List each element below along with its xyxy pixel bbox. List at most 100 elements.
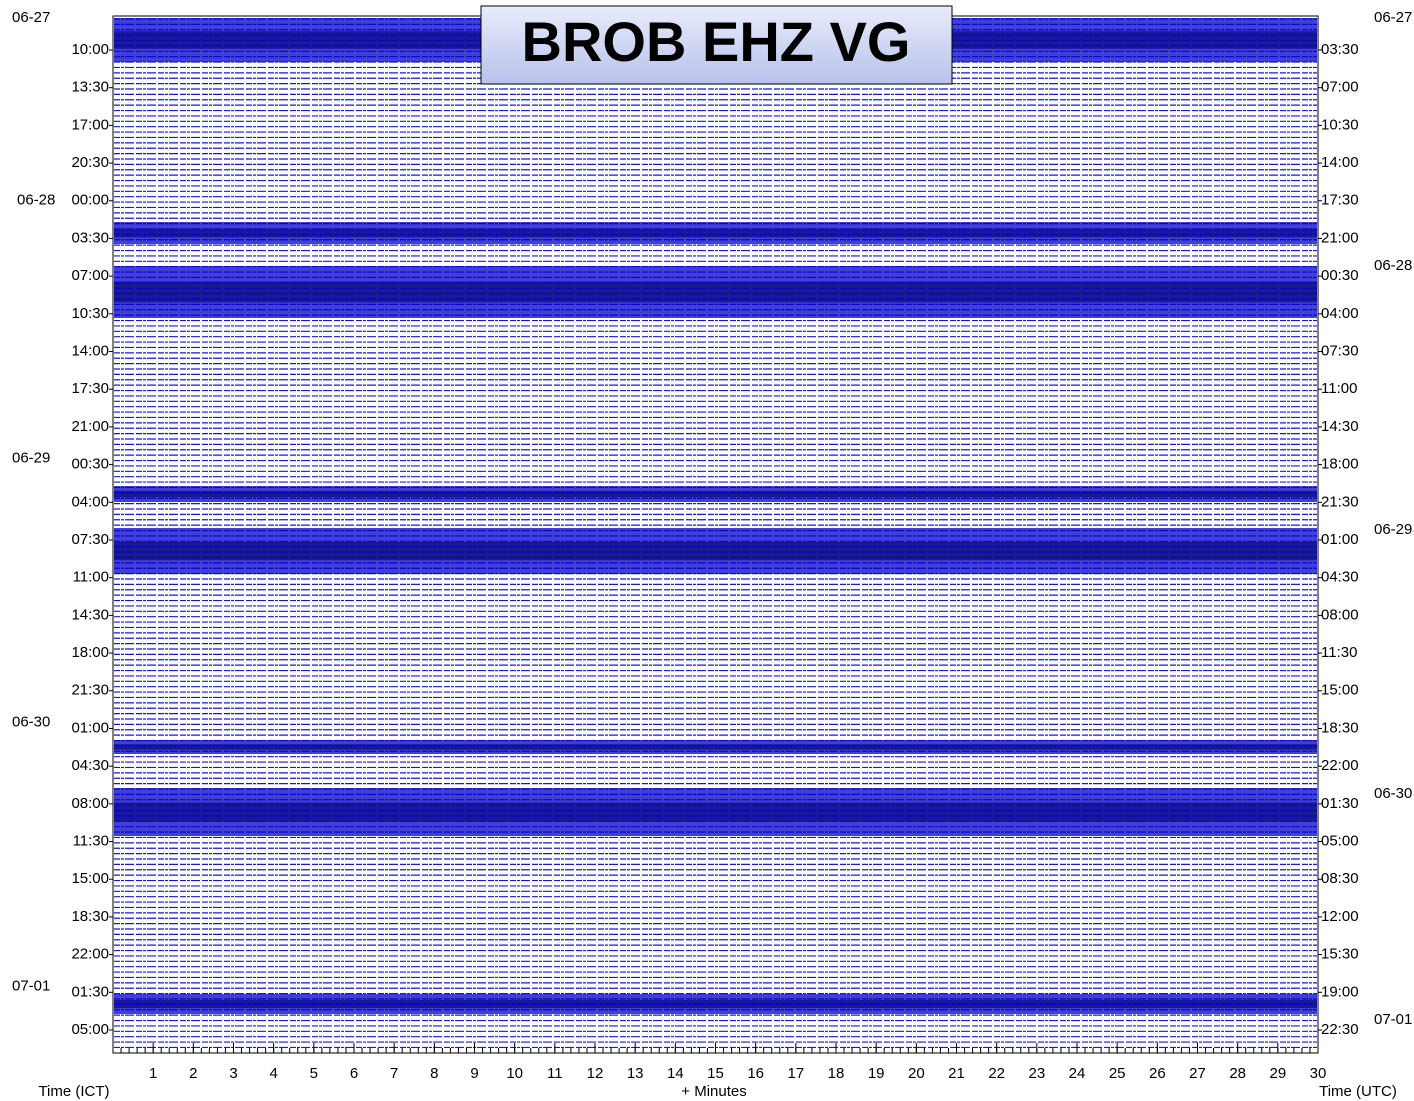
left-time: 07:30 bbox=[71, 531, 109, 548]
right-time: 11:30 bbox=[1321, 644, 1357, 661]
left-time: 14:00 bbox=[71, 343, 109, 360]
right-date: 07-01 bbox=[1374, 1011, 1412, 1028]
x-tick-label: 8 bbox=[430, 1065, 438, 1082]
left-time: 03:30 bbox=[71, 229, 109, 246]
left-time: 20:30 bbox=[71, 154, 109, 171]
right-time: 18:30 bbox=[1321, 719, 1359, 736]
x-tick-label: 7 bbox=[390, 1065, 398, 1082]
x-tick-label: 19 bbox=[868, 1065, 885, 1082]
right-time: 08:30 bbox=[1321, 870, 1359, 887]
left-date: 06-30 bbox=[12, 713, 50, 730]
left-time: 04:30 bbox=[71, 757, 109, 774]
x-tick-label: 22 bbox=[988, 1065, 1005, 1082]
x-tick-label: 11 bbox=[547, 1065, 563, 1082]
left-time: 17:00 bbox=[71, 116, 109, 133]
left-time: 21:30 bbox=[71, 682, 109, 699]
traces bbox=[114, 18, 1317, 1049]
noise-band-core bbox=[114, 490, 1317, 498]
left-time: 10:00 bbox=[71, 41, 109, 58]
x-tick-label: 21 bbox=[948, 1065, 965, 1082]
right-time: 01:00 bbox=[1321, 531, 1359, 548]
right-date: 06-27 bbox=[1374, 9, 1412, 26]
right-time: 14:00 bbox=[1321, 154, 1359, 171]
right-date: 06-30 bbox=[1374, 785, 1412, 802]
left-time: 05:00 bbox=[71, 1021, 109, 1038]
left-time: 17:30 bbox=[71, 380, 109, 397]
right-date: 06-29 bbox=[1374, 521, 1412, 538]
left-time: 00:30 bbox=[71, 456, 109, 473]
x-tick-label: 25 bbox=[1109, 1065, 1126, 1082]
right-time: 11:00 bbox=[1321, 380, 1357, 397]
x-tick-label: 28 bbox=[1229, 1065, 1246, 1082]
right-time: 22:00 bbox=[1321, 757, 1359, 774]
left-date: 06-28 bbox=[17, 192, 55, 209]
right-time: 07:30 bbox=[1321, 343, 1359, 360]
right-time: 03:30 bbox=[1321, 41, 1359, 58]
right-time: 00:30 bbox=[1321, 267, 1359, 284]
title-box bbox=[480, 5, 953, 85]
x-tick-label: 15 bbox=[707, 1065, 724, 1082]
right-time: 10:30 bbox=[1321, 116, 1359, 133]
right-time: 21:00 bbox=[1321, 229, 1359, 246]
x-tick-label: 14 bbox=[667, 1065, 684, 1082]
x-tick-label: 1 bbox=[149, 1065, 157, 1082]
x-tick-label: 23 bbox=[1028, 1065, 1045, 1082]
left-time: 04:00 bbox=[71, 493, 109, 510]
x-tick-label: 13 bbox=[627, 1065, 644, 1082]
x-tick-label: 6 bbox=[350, 1065, 358, 1082]
left-time: 01:00 bbox=[71, 719, 109, 736]
noise-band-core bbox=[114, 228, 1317, 238]
noise-band-core bbox=[114, 802, 1317, 822]
right-time: 18:00 bbox=[1321, 456, 1359, 473]
chart-title: BROB EHZ VG bbox=[522, 10, 911, 73]
x-tick-label: 5 bbox=[310, 1065, 318, 1082]
x-tick-label: 18 bbox=[828, 1065, 845, 1082]
right-date: 06-28 bbox=[1374, 257, 1412, 274]
x-axis-label: + Minutes bbox=[681, 1083, 746, 1100]
right-time: 01:30 bbox=[1321, 795, 1359, 812]
right-time: 05:00 bbox=[1321, 833, 1359, 850]
left-axis-label: Time (ICT) bbox=[38, 1083, 109, 1100]
noise-band-core bbox=[114, 281, 1317, 303]
right-time: 15:00 bbox=[1321, 682, 1359, 699]
left-date: 06-29 bbox=[12, 450, 50, 467]
left-time: 00:00 bbox=[71, 192, 109, 209]
left-time: 11:00 bbox=[73, 569, 109, 586]
x-tick-label: 4 bbox=[269, 1065, 277, 1082]
x-tick-label: 10 bbox=[506, 1065, 523, 1082]
x-tick-label: 26 bbox=[1149, 1065, 1166, 1082]
left-time: 11:30 bbox=[73, 833, 109, 850]
x-tick-label: 17 bbox=[787, 1065, 804, 1082]
left-time: 01:30 bbox=[71, 983, 109, 1000]
x-tick-label: 24 bbox=[1069, 1065, 1086, 1082]
right-time: 14:30 bbox=[1321, 418, 1359, 435]
right-time: 04:30 bbox=[1321, 569, 1359, 586]
right-time: 19:00 bbox=[1321, 983, 1359, 1000]
left-time: 15:00 bbox=[71, 870, 109, 887]
left-date: 07-01 bbox=[12, 977, 50, 994]
left-time: 14:30 bbox=[71, 606, 109, 623]
left-time: 18:00 bbox=[71, 644, 109, 661]
x-tick-label: 16 bbox=[747, 1065, 764, 1082]
x-tick-label: 9 bbox=[470, 1065, 478, 1082]
right-time: 21:30 bbox=[1321, 493, 1359, 510]
noise-band-core bbox=[114, 744, 1317, 750]
left-time: 08:00 bbox=[71, 795, 109, 812]
left-time: 07:00 bbox=[71, 267, 109, 284]
right-time: 17:30 bbox=[1321, 192, 1359, 209]
right-time: 07:00 bbox=[1321, 79, 1359, 96]
left-time: 21:00 bbox=[71, 418, 109, 435]
x-tick-label: 29 bbox=[1269, 1065, 1286, 1082]
x-tick-label: 30 bbox=[1310, 1065, 1327, 1082]
x-tick-label: 27 bbox=[1189, 1065, 1206, 1082]
x-tick-label: 2 bbox=[189, 1065, 197, 1082]
left-time: 13:30 bbox=[71, 79, 109, 96]
right-time: 22:30 bbox=[1321, 1021, 1359, 1038]
x-tick-label: 12 bbox=[587, 1065, 604, 1082]
x-tick-label: 3 bbox=[229, 1065, 237, 1082]
right-axis-label: Time (UTC) bbox=[1319, 1083, 1397, 1100]
right-time: 08:00 bbox=[1321, 606, 1359, 623]
right-time: 12:00 bbox=[1321, 908, 1359, 925]
left-time: 18:30 bbox=[71, 908, 109, 925]
